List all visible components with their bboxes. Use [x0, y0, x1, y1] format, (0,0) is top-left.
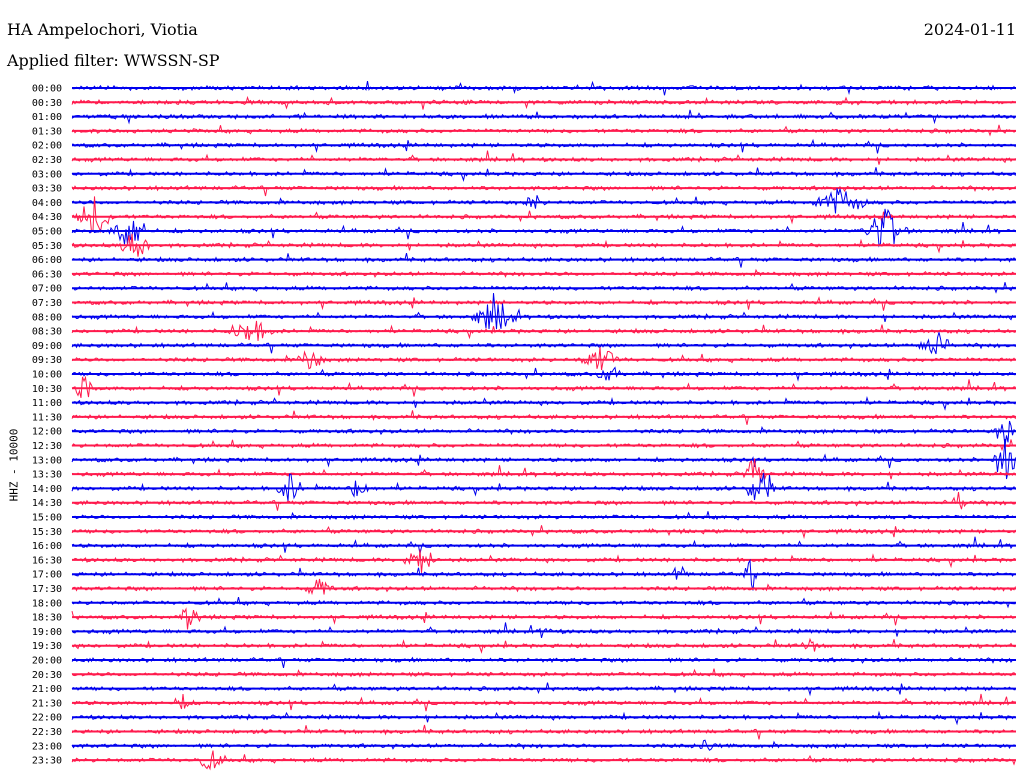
filter-label: Applied filter: WWSSN-SP	[7, 51, 220, 70]
time-label-0630: 06:30	[32, 269, 62, 280]
trace-1700	[71, 558, 1016, 591]
trace-1400	[71, 473, 1016, 502]
trace-0500	[71, 208, 1016, 248]
time-label-0700: 07:00	[32, 284, 62, 295]
time-label-0800: 08:00	[32, 312, 62, 323]
time-label-1030: 10:30	[32, 384, 62, 395]
time-label-1930: 19:30	[32, 641, 62, 652]
time-label-1830: 18:30	[32, 613, 62, 624]
time-label-2100: 21:00	[32, 684, 62, 695]
time-label-0430: 04:30	[32, 212, 62, 223]
time-label-1100: 11:00	[32, 398, 62, 409]
time-label-1700: 17:00	[32, 570, 62, 581]
time-label-0400: 04:00	[32, 198, 62, 209]
time-label-1530: 15:30	[32, 527, 62, 538]
time-label-1400: 14:00	[32, 484, 62, 495]
time-label-0030: 00:30	[32, 98, 62, 109]
time-label-0200: 02:00	[32, 141, 62, 152]
time-label-0230: 02:30	[32, 155, 62, 166]
time-label-0300: 03:00	[32, 169, 62, 180]
trace-1500	[71, 511, 1016, 521]
trace-1730	[71, 578, 1016, 596]
time-label-1900: 19:00	[32, 627, 62, 638]
trace-1330	[71, 458, 1016, 483]
time-label-2330: 23:30	[32, 756, 62, 767]
trace-2030	[71, 668, 1016, 678]
time-label-1000: 10:00	[32, 370, 62, 381]
time-label-0930: 09:30	[32, 355, 62, 366]
trace-1900	[71, 622, 1016, 639]
trace-0030	[71, 95, 1016, 110]
time-label-0100: 01:00	[32, 112, 62, 123]
time-label-0830: 08:30	[32, 327, 62, 338]
station-title: HA Ampelochori, Viotia	[7, 20, 198, 39]
trace-1830	[71, 607, 1016, 630]
time-label-2130: 21:30	[32, 698, 62, 709]
time-label-1230: 12:30	[32, 441, 62, 452]
time-label-1730: 17:30	[32, 584, 62, 595]
time-label-1800: 18:00	[32, 598, 62, 609]
trace-0400	[71, 188, 1016, 214]
trace-1430	[71, 492, 1016, 511]
time-label-2200: 22:00	[32, 713, 62, 724]
time-label-1330: 13:30	[32, 470, 62, 481]
time-label-1130: 11:30	[32, 412, 62, 423]
time-label-2030: 20:30	[32, 670, 62, 681]
time-label-1500: 15:00	[32, 513, 62, 524]
time-label-0130: 01:30	[32, 126, 62, 137]
time-label-0000: 00:00	[32, 84, 62, 95]
time-label-1430: 14:30	[32, 498, 62, 509]
time-label-2000: 20:00	[32, 656, 62, 667]
time-label-2230: 22:30	[32, 727, 62, 738]
time-label-0730: 07:30	[32, 298, 62, 309]
trace-0930	[71, 347, 1016, 371]
trace-0200	[71, 138, 1016, 154]
time-label-1200: 12:00	[32, 427, 62, 438]
trace-0730	[71, 296, 1016, 311]
trace-1630	[71, 549, 1016, 573]
time-label-0900: 09:00	[32, 341, 62, 352]
time-label-1300: 13:00	[32, 455, 62, 466]
time-label-0600: 06:00	[32, 255, 62, 266]
time-label-0330: 03:30	[32, 184, 62, 195]
time-label-2300: 23:00	[32, 741, 62, 752]
trace-0230	[71, 150, 1016, 165]
trace-0900	[71, 332, 1016, 355]
trace-0800	[71, 293, 1016, 330]
date-label: 2024-01-11	[923, 20, 1016, 39]
time-label-1630: 16:30	[32, 555, 62, 566]
time-label-0530: 05:30	[32, 241, 62, 252]
time-label-0500: 05:00	[32, 227, 62, 238]
time-label-1600: 16:00	[32, 541, 62, 552]
